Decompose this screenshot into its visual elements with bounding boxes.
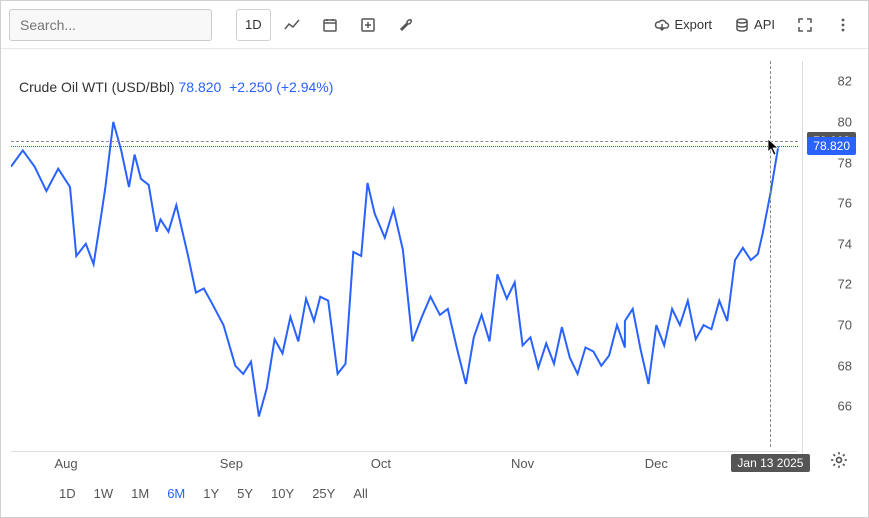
dots-vertical-icon <box>835 17 851 33</box>
timeframe-label: 1D <box>245 17 262 32</box>
x-tick: Dec <box>645 456 668 471</box>
calendar-icon <box>322 17 338 33</box>
cloud-download-icon <box>654 17 670 33</box>
instrument-header: Crude Oil WTI (USD/Bbl) 78.820 +2.250 (+… <box>19 79 333 95</box>
chart-type-button[interactable] <box>275 9 309 41</box>
timeframe-button[interactable]: 1D <box>236 9 271 41</box>
search-input[interactable] <box>9 9 212 41</box>
range-button-25y[interactable]: 25Y <box>304 482 343 505</box>
expand-icon <box>797 17 813 33</box>
y-tick: 68 <box>838 358 852 373</box>
y-tick: 72 <box>838 277 852 292</box>
price-chart <box>11 61 798 447</box>
x-axis: Jan 13 2025 AugSepOctNovDec <box>11 451 798 475</box>
x-tick: Aug <box>55 456 78 471</box>
current-price-line <box>11 146 798 147</box>
more-button[interactable] <box>826 9 860 41</box>
api-button[interactable]: API <box>725 9 784 41</box>
x-tick: Oct <box>371 456 391 471</box>
range-button-all[interactable]: All <box>345 482 375 505</box>
instrument-name: Crude Oil WTI <box>19 79 108 95</box>
fullscreen-button[interactable] <box>788 9 822 41</box>
y-tick: 66 <box>838 399 852 414</box>
instrument-change: +2.250 <box>229 79 272 95</box>
instrument-change-pct: (+2.94%) <box>276 79 333 95</box>
crosshair-x-label: Jan 13 2025 <box>731 454 809 472</box>
y-tick: 78 <box>838 155 852 170</box>
api-label: API <box>754 17 775 32</box>
x-tick: Nov <box>511 456 534 471</box>
database-icon <box>734 17 750 33</box>
range-selector: 1D1W1M6M1Y5Y10Y25YAll <box>11 479 798 507</box>
toolbar: 1D Export API <box>1 1 868 49</box>
crosshair-horizontal <box>11 141 798 142</box>
tools-button[interactable] <box>389 9 423 41</box>
plus-square-icon <box>360 17 376 33</box>
wrench-icon <box>398 17 414 33</box>
current-price-label: 78.820 <box>807 137 856 155</box>
export-label: Export <box>674 17 712 32</box>
y-tick: 74 <box>838 236 852 251</box>
export-button[interactable]: Export <box>645 9 721 41</box>
range-button-1d[interactable]: 1D <box>51 482 84 505</box>
range-button-1m[interactable]: 1M <box>123 482 157 505</box>
y-tick: 82 <box>838 74 852 89</box>
calendar-button[interactable] <box>313 9 347 41</box>
crosshair-vertical <box>770 61 771 447</box>
range-button-5y[interactable]: 5Y <box>229 482 261 505</box>
add-button[interactable] <box>351 9 385 41</box>
y-tick: 70 <box>838 318 852 333</box>
price-series-line <box>11 122 778 417</box>
range-button-10y[interactable]: 10Y <box>263 482 302 505</box>
gear-icon <box>830 451 848 469</box>
line-chart-icon <box>284 17 300 33</box>
instrument-unit: (USD/Bbl) <box>112 79 175 95</box>
x-tick: Sep <box>220 456 243 471</box>
y-tick: 76 <box>838 196 852 211</box>
y-tick: 80 <box>838 114 852 129</box>
chart-settings-button[interactable] <box>830 451 850 471</box>
range-button-6m[interactable]: 6M <box>159 482 193 505</box>
y-axis: 79.063 78.820 666870727476788082 <box>803 61 858 447</box>
range-button-1y[interactable]: 1Y <box>195 482 227 505</box>
chart-area[interactable] <box>11 61 798 447</box>
instrument-price: 78.820 <box>178 79 221 95</box>
range-button-1w[interactable]: 1W <box>86 482 122 505</box>
